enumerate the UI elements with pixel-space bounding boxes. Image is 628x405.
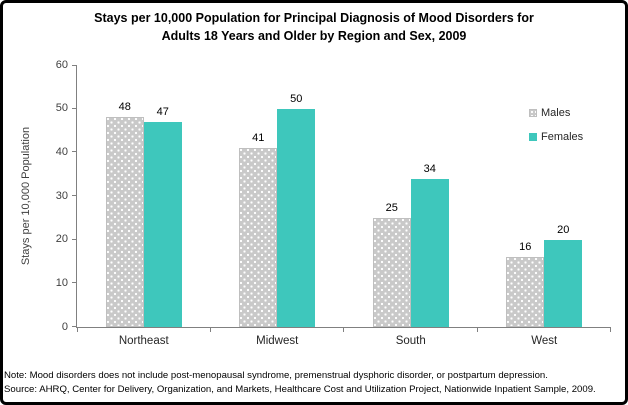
bar-females-midwest [277, 109, 316, 327]
y-tick-mark [72, 282, 77, 284]
x-category-label: South [395, 335, 426, 347]
legend-label-males: Males [541, 107, 571, 119]
y-tick-label: 60 [55, 58, 68, 71]
bar-value-label: 50 [290, 93, 303, 105]
bar-females-west [544, 240, 583, 327]
bar-value-label: 47 [156, 106, 169, 118]
bar-value-label: 25 [385, 202, 398, 214]
y-tick-mark [72, 195, 77, 196]
legend: Males Females [529, 106, 583, 144]
x-tick-mark [477, 327, 478, 332]
males-legend-swatch [529, 109, 537, 117]
y-tick-mark [72, 238, 77, 240]
bar-value-label: 16 [519, 241, 532, 253]
bar-males-midwest [239, 148, 278, 327]
bar-value-label: 48 [118, 101, 131, 113]
chart-title-line2: Adults 18 Years and Older by Region and … [161, 29, 467, 43]
x-category-label: Midwest [256, 335, 299, 347]
y-axis-title: Stays per 10,000 Population [20, 126, 32, 266]
x-tick-mark [343, 327, 344, 332]
source-line: Source: AHRQ, Center for Delivery, Organ… [4, 383, 596, 395]
note-line: Note: Mood disorders does not include po… [4, 370, 548, 381]
legend-item-females: Females [529, 130, 583, 144]
bar-males-west [506, 257, 545, 327]
y-tick-mark [72, 151, 77, 153]
x-category-label: West [531, 335, 558, 347]
x-tick-mark [610, 327, 611, 332]
plot-area: 48 47 Northeast 41 50 Midwest 25 34 South 16 20 Wes… [72, 65, 611, 347]
bar-males-northeast [105, 117, 144, 327]
chart-title: Stays per 10,000 Population for Principa… [0, 9, 628, 45]
y-axis-tick-labels: 0 10 20 30 40 50 60 [40, 59, 68, 333]
bar-value-label: 41 [252, 132, 265, 144]
bar-value-label: 34 [423, 163, 436, 175]
bar-males-south [372, 218, 411, 327]
legend-label-females: Females [541, 131, 584, 143]
y-tick-label: 50 [55, 102, 68, 115]
footnotes: Note: Mood disorders does not include po… [4, 369, 624, 396]
y-tick-mark [72, 326, 77, 327]
y-tick-mark [72, 107, 77, 109]
y-tick-label: 20 [55, 233, 68, 246]
x-tick-mark [210, 327, 211, 332]
bar-females-south [410, 179, 449, 327]
y-tick-label: 10 [55, 276, 68, 289]
x-category-label: Northeast [118, 335, 169, 347]
y-tick-label: 40 [55, 145, 68, 158]
chart-title-line1: Stays per 10,000 Population for Principa… [94, 11, 534, 25]
y-tick-mark [72, 65, 77, 66]
bar-females-northeast [143, 122, 182, 327]
x-tick-mark [77, 327, 78, 332]
y-tick-label: 0 [61, 320, 68, 333]
y-tick-label: 30 [55, 189, 68, 202]
females-legend-swatch [529, 133, 537, 141]
legend-item-males: Males [529, 106, 583, 120]
bar-value-label: 20 [557, 224, 570, 236]
